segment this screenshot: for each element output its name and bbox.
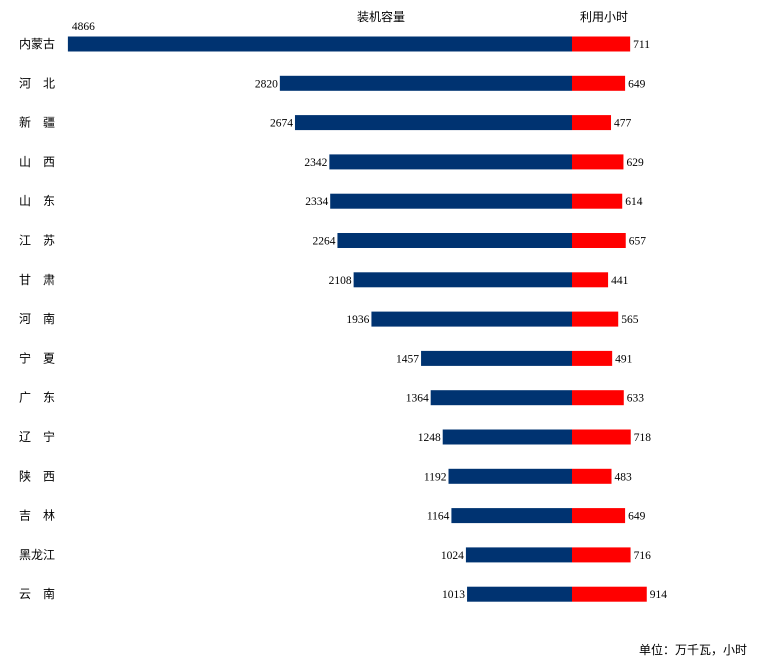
- hours-bar: [572, 233, 626, 248]
- capacity-value-label: 2820: [255, 78, 278, 90]
- capacity-bar: [448, 468, 572, 484]
- capacity-value-label: 2334: [305, 196, 328, 208]
- category-label: 宁 夏: [19, 350, 55, 365]
- capacity-value-label: 1192: [424, 471, 447, 483]
- capacity-bar: [279, 75, 572, 91]
- capacity-bar: [353, 272, 572, 288]
- hours-series-header: 利用小时: [580, 10, 628, 24]
- hours-value-label: 716: [634, 550, 652, 562]
- category-label: 甘 肃: [19, 273, 55, 287]
- hours-value-label: 633: [627, 393, 645, 405]
- hours-value-label: 649: [628, 78, 646, 90]
- hours-bar: [572, 429, 631, 445]
- hours-value-label: 614: [625, 196, 643, 208]
- hours-bar: [572, 586, 647, 602]
- category-label: 陕 西: [19, 468, 55, 483]
- capacity-value-label: 1024: [441, 550, 464, 562]
- category-label: 河 北: [19, 76, 55, 90]
- hours-value-label: 711: [633, 39, 650, 51]
- hours-bar: [572, 508, 626, 524]
- capacity-value-label: 2108: [329, 275, 352, 287]
- capacity-value-label: 1248: [418, 432, 441, 444]
- capacity-bar: [337, 233, 572, 248]
- capacity-bar: [467, 586, 572, 602]
- hours-bar: [572, 390, 624, 406]
- capacity-bar: [451, 508, 572, 524]
- hours-value-label: 649: [628, 511, 646, 523]
- hours-value-label: 477: [614, 118, 632, 130]
- category-label: 广 东: [19, 391, 55, 405]
- category-label: 吉 林: [19, 509, 55, 523]
- capacity-bar: [329, 154, 572, 170]
- hours-bar: [572, 36, 631, 52]
- hours-value-label: 657: [629, 236, 647, 248]
- hours-value-label: 629: [626, 157, 644, 169]
- hours-bar: [572, 193, 623, 209]
- hours-value-label: 441: [611, 275, 629, 287]
- capacity-value-label: 1936: [346, 314, 369, 326]
- hours-value-label: 718: [634, 432, 652, 444]
- category-label: 河 南: [19, 311, 55, 326]
- hours-bar: [572, 154, 624, 170]
- category-label: 山 西: [19, 155, 55, 169]
- capacity-value-label: 1164: [427, 511, 450, 523]
- hours-bar: [572, 311, 619, 327]
- bar-rows: 内蒙古 4866 711 河 北 2820 649 新 疆 2674 477 山 西 2342 629…: [19, 21, 667, 602]
- category-label: 内蒙古: [19, 36, 55, 51]
- category-label: 江 苏: [19, 234, 55, 248]
- capacity-bar: [430, 390, 572, 406]
- hours-bar: [572, 115, 612, 131]
- capacity-bar: [371, 311, 572, 327]
- category-label: 黑龙江: [19, 548, 55, 562]
- capacity-bar: [294, 115, 572, 131]
- hours-value-label: 483: [615, 471, 633, 483]
- hours-bar: [572, 272, 609, 288]
- category-label: 山 东: [19, 194, 55, 208]
- capacity-bar: [421, 350, 572, 366]
- capacity-bar: [330, 193, 572, 209]
- capacity-value-label: 4866: [72, 21, 95, 33]
- capacity-bar: [465, 547, 572, 563]
- capacity-bar: [442, 429, 572, 445]
- capacity-series-header: 装机容量: [357, 9, 405, 24]
- capacity-value-label: 2342: [304, 157, 327, 169]
- capacity-value-label: 1364: [406, 393, 429, 405]
- unit-note: 单位：万千瓦，小时: [638, 643, 747, 657]
- hours-bar: [572, 547, 631, 563]
- hours-bar: [572, 350, 613, 366]
- capacity-value-label: 2674: [270, 118, 293, 130]
- hours-bar: [572, 75, 626, 91]
- capacity-bar: [67, 36, 573, 52]
- capacity-value-label: 2264: [312, 236, 335, 248]
- category-label: 新 疆: [19, 115, 55, 130]
- hours-value-label: 491: [615, 353, 633, 365]
- hours-value-label: 914: [650, 589, 668, 601]
- capacity-value-label: 1013: [442, 589, 465, 601]
- category-label: 云 南: [19, 586, 55, 601]
- category-label: 辽 宁: [19, 429, 55, 444]
- hours-bar: [572, 468, 612, 484]
- capacity-value-label: 1457: [396, 353, 419, 365]
- hours-value-label: 565: [621, 314, 639, 326]
